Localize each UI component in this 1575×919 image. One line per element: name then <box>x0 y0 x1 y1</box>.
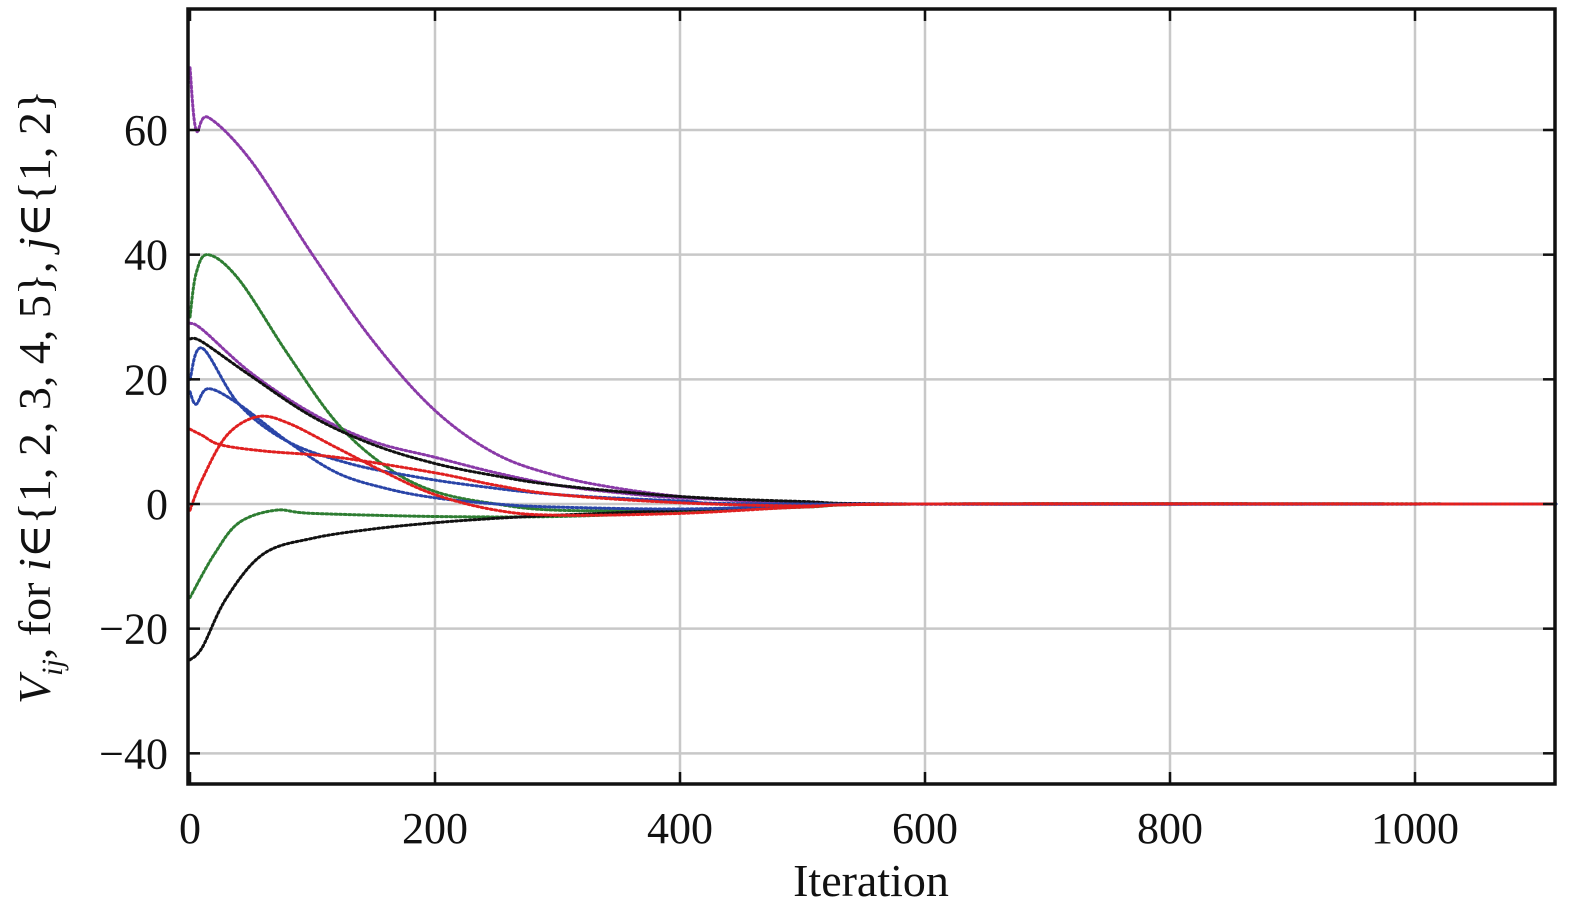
series-line-9 <box>188 427 1558 508</box>
grid <box>188 9 1555 784</box>
series-layer <box>188 66 1558 662</box>
series-line-10 <box>188 414 1558 517</box>
y-axis-title-j: j <box>9 237 60 255</box>
x-tick-label: 600 <box>892 804 958 853</box>
x-tick-label: 0 <box>179 804 201 853</box>
y-tick-label: 60 <box>124 106 168 155</box>
y-axis-title-i: i <box>9 558 60 571</box>
series-line-4 <box>188 502 1558 599</box>
y-tick-label: 20 <box>124 355 168 404</box>
y-axis-title-sub: ij <box>36 659 69 676</box>
y-axis-title-j-set: ∈{1, 2} <box>9 90 60 237</box>
x-axis-title: Iteration <box>793 855 949 906</box>
y-tick-label: 40 <box>124 231 168 280</box>
plot-frame <box>186 7 1557 786</box>
series-line-8 <box>188 346 1558 506</box>
y-tick-label: −40 <box>99 729 168 778</box>
series-line-5 <box>188 336 1558 506</box>
y-tick-label: 0 <box>146 480 168 529</box>
x-tick-label: 800 <box>1137 804 1203 853</box>
y-tick-label: −20 <box>99 605 168 654</box>
x-tick-label: 400 <box>647 804 713 853</box>
series-line-1 <box>188 66 1558 506</box>
y-axis-title-var: V <box>9 671 60 704</box>
y-axis-title-i-set: ∈{1, 2, 3, 4, 5}, <box>9 250 60 558</box>
tick-labels: 0 200 400 600 800 1000 −40 −20 0 20 40 60 <box>99 106 1459 853</box>
x-tick-label: 1000 <box>1371 804 1459 853</box>
y-axis-title-rest: , for <box>9 571 60 659</box>
y-axis-title: Vij, for i∈{1, 2, 3, 4, 5}, j∈{1, 2} <box>9 90 69 704</box>
x-tick-label: 200 <box>402 804 468 853</box>
series-line-6 <box>188 502 1558 662</box>
ticks <box>188 9 1555 784</box>
